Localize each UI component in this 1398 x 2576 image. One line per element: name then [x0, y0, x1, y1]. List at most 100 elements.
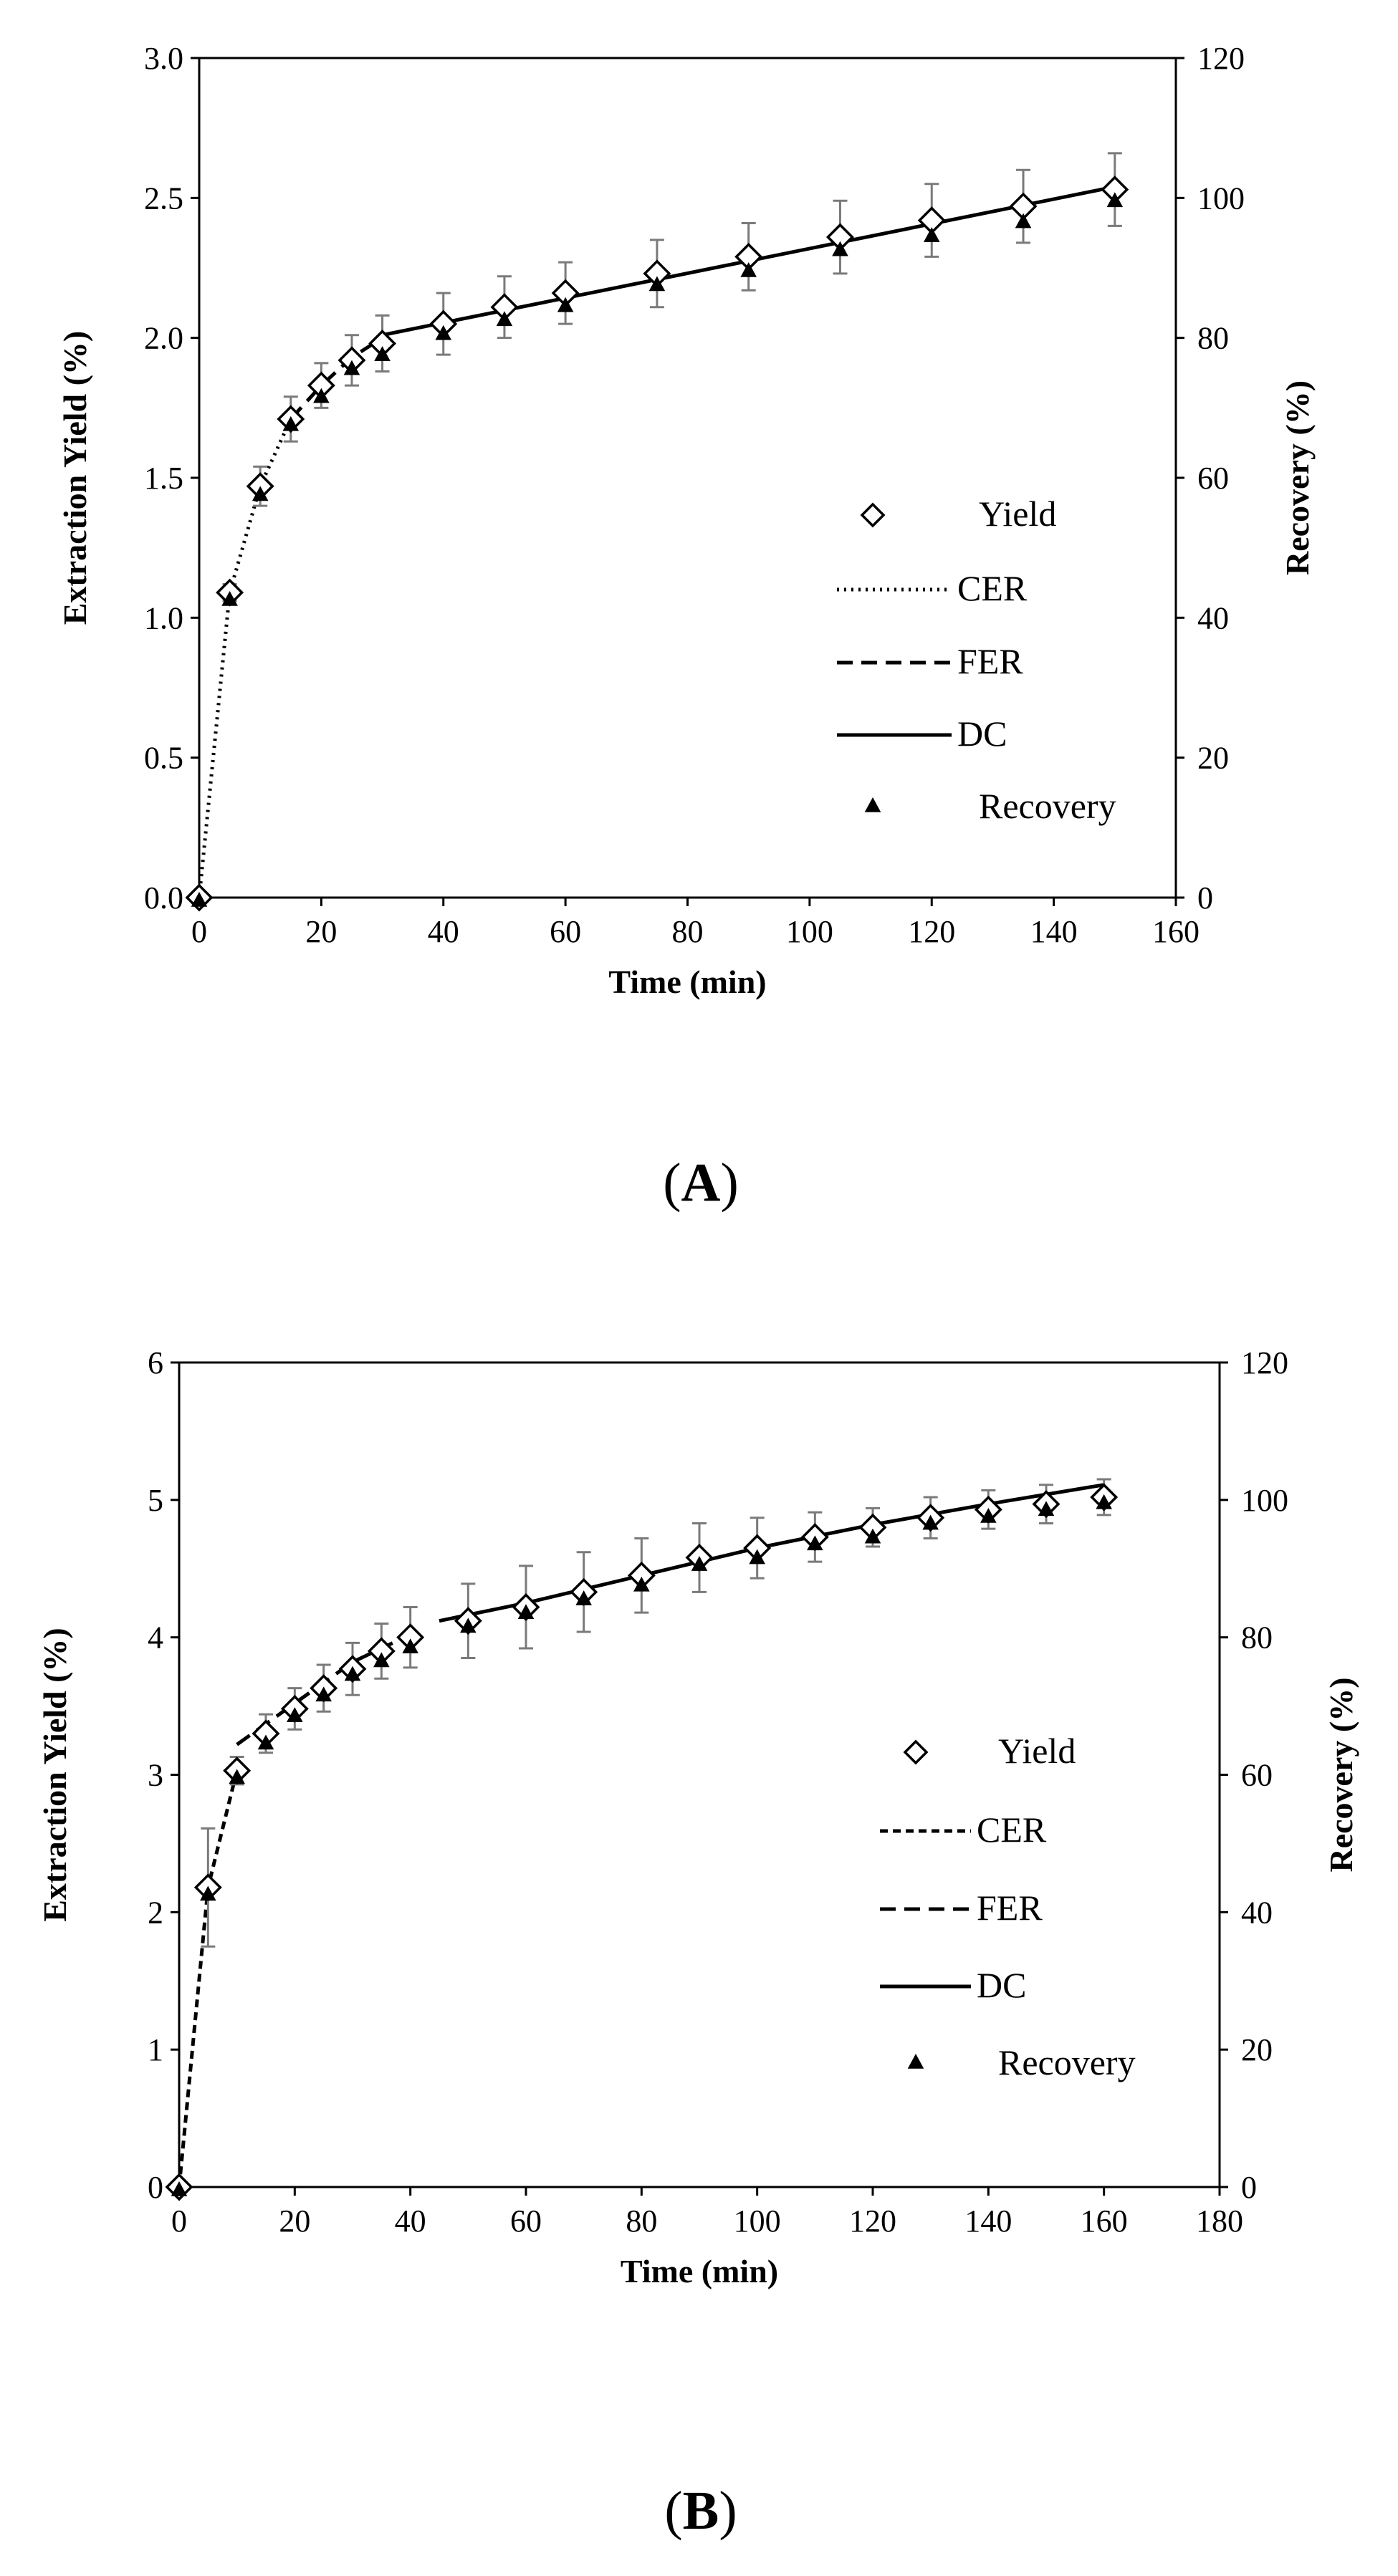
y2-axis-title: Recovery (%) — [1323, 1677, 1359, 1872]
panel-a-label: (A) — [663, 1153, 739, 1213]
recovery-point — [740, 261, 757, 277]
recovery-point — [648, 276, 666, 292]
fer-line — [289, 336, 383, 420]
recovery-point — [1096, 1494, 1112, 1509]
recovery-point — [691, 1556, 708, 1571]
x-tick-label: 120 — [908, 914, 955, 949]
chart-panel-b: 0 20 40 60 80 100 120 140 160 1800123456020406080… — [37, 1345, 1359, 2289]
y2-tick-label: 80 — [1241, 1620, 1273, 1655]
recovery-point — [923, 227, 940, 242]
x-axis-title: Time (min) — [621, 2253, 778, 2289]
recovery-point — [171, 2181, 188, 2196]
recovery-point — [832, 241, 848, 256]
x-tick-label: 180 — [1196, 2203, 1243, 2239]
legend-label-fer: FER — [957, 641, 1023, 681]
recovery-point — [374, 346, 391, 361]
y-tick-label: 0.0 — [144, 880, 183, 915]
legend: Yield CER FER DC Recovery — [837, 494, 1116, 826]
x-tick-label: 20 — [279, 2203, 310, 2239]
legend-recovery-marker — [907, 2053, 924, 2069]
recovery-point — [252, 486, 269, 501]
legend: Yield CER FER DC Recovery — [880, 1731, 1136, 2082]
x-tick-label: 80 — [672, 914, 704, 949]
x-tick-label: 100 — [786, 914, 833, 949]
x-tick-label: 0 — [191, 914, 207, 949]
y-tick-label: 0 — [148, 2170, 163, 2205]
recovery-point — [496, 311, 513, 327]
recovery-point — [575, 1590, 592, 1605]
recovery-point — [807, 1535, 823, 1551]
recovery-point — [315, 1686, 332, 1702]
legend-label-yield: Yield — [979, 494, 1056, 534]
y2-tick-label: 120 — [1197, 41, 1245, 76]
y-tick-label: 2.5 — [144, 181, 183, 216]
panel-b-label: (B) — [664, 2481, 737, 2541]
x-tick-label: 160 — [1081, 2203, 1128, 2239]
legend-yield-marker — [903, 1739, 929, 1765]
legend-yield-marker — [860, 502, 886, 528]
recovery-point — [517, 1604, 535, 1620]
x-tick-label: 60 — [550, 914, 581, 949]
legend-label-cer: CER — [977, 1810, 1047, 1850]
recovery-point — [313, 388, 330, 403]
y2-tick-label: 100 — [1197, 181, 1245, 216]
recovery-point — [980, 1507, 997, 1523]
legend-label-cer: CER — [957, 568, 1028, 608]
y2-tick-label: 120 — [1241, 1345, 1288, 1380]
y-axis-title: Extraction Yield (%) — [57, 331, 93, 625]
recovery-point — [922, 1514, 939, 1530]
y2-tick-label: 0 — [1241, 2170, 1257, 2205]
x-tick-label: 100 — [734, 2203, 781, 2239]
legend-label-dc: DC — [977, 1965, 1026, 2005]
y-tick-label: 1 — [148, 2032, 163, 2067]
y-tick-label: 5 — [148, 1483, 163, 1518]
recovery-point — [1106, 192, 1124, 208]
x-tick-label: 160 — [1152, 914, 1200, 949]
x-tick-label: 80 — [626, 2203, 657, 2239]
y-tick-label: 1.0 — [144, 600, 183, 635]
x-tick-label: 140 — [1030, 914, 1078, 949]
y-tick-label: 1.5 — [144, 461, 183, 496]
y-tick-label: 6 — [148, 1345, 163, 1380]
recovery-point — [343, 360, 360, 375]
recovery-point — [460, 1618, 477, 1633]
legend-label-fer: FER — [977, 1888, 1043, 1928]
y2-tick-label: 40 — [1241, 1895, 1273, 1930]
x-tick-label: 40 — [428, 914, 459, 949]
y2-tick-label: 20 — [1241, 2032, 1273, 2067]
y-tick-label: 4 — [148, 1620, 163, 1655]
recovery-point — [402, 1638, 418, 1654]
recovery-point — [282, 415, 300, 431]
y2-tick-label: 60 — [1197, 461, 1229, 496]
y2-tick-label: 0 — [1197, 880, 1213, 915]
y-tick-label: 3 — [148, 1758, 163, 1793]
recovery-point — [1038, 1501, 1055, 1517]
recovery-point — [1015, 213, 1032, 229]
y-tick-label: 2.0 — [144, 321, 183, 356]
legend-label-recovery: Recovery — [979, 786, 1116, 826]
y-axis-title: Extraction Yield (%) — [37, 1628, 73, 1922]
recovery-point — [257, 1734, 274, 1750]
recovery-point — [287, 1707, 303, 1722]
x-tick-label: 0 — [171, 2203, 187, 2239]
y-tick-label: 3.0 — [144, 41, 183, 76]
y-tick-label: 0.5 — [144, 741, 183, 776]
recovery-point — [344, 1666, 361, 1681]
y-tick-label: 2 — [148, 1895, 163, 1930]
recovery-point — [633, 1576, 650, 1592]
legend-label-recovery: Recovery — [998, 2042, 1136, 2082]
chart-panel-a: 0 20 40 60 80 100 120 140 160 0.0 0.5 1.0 1.5 2.0 2.5 3… — [57, 41, 1316, 1000]
plot-frame — [198, 57, 1177, 899]
y2-axis-title: Recovery (%) — [1279, 380, 1316, 575]
x-tick-label: 40 — [395, 2203, 426, 2239]
recovery-point — [373, 1652, 390, 1668]
cer-line — [197, 418, 293, 898]
legend-label-dc: DC — [957, 713, 1007, 754]
recovery-point — [749, 1549, 765, 1565]
x-tick-label: 120 — [849, 2203, 896, 2239]
y2-tick-label: 20 — [1197, 741, 1229, 776]
recovery-point — [435, 325, 452, 340]
recovery-point — [221, 590, 238, 606]
x-tick-label: 140 — [964, 2203, 1012, 2239]
